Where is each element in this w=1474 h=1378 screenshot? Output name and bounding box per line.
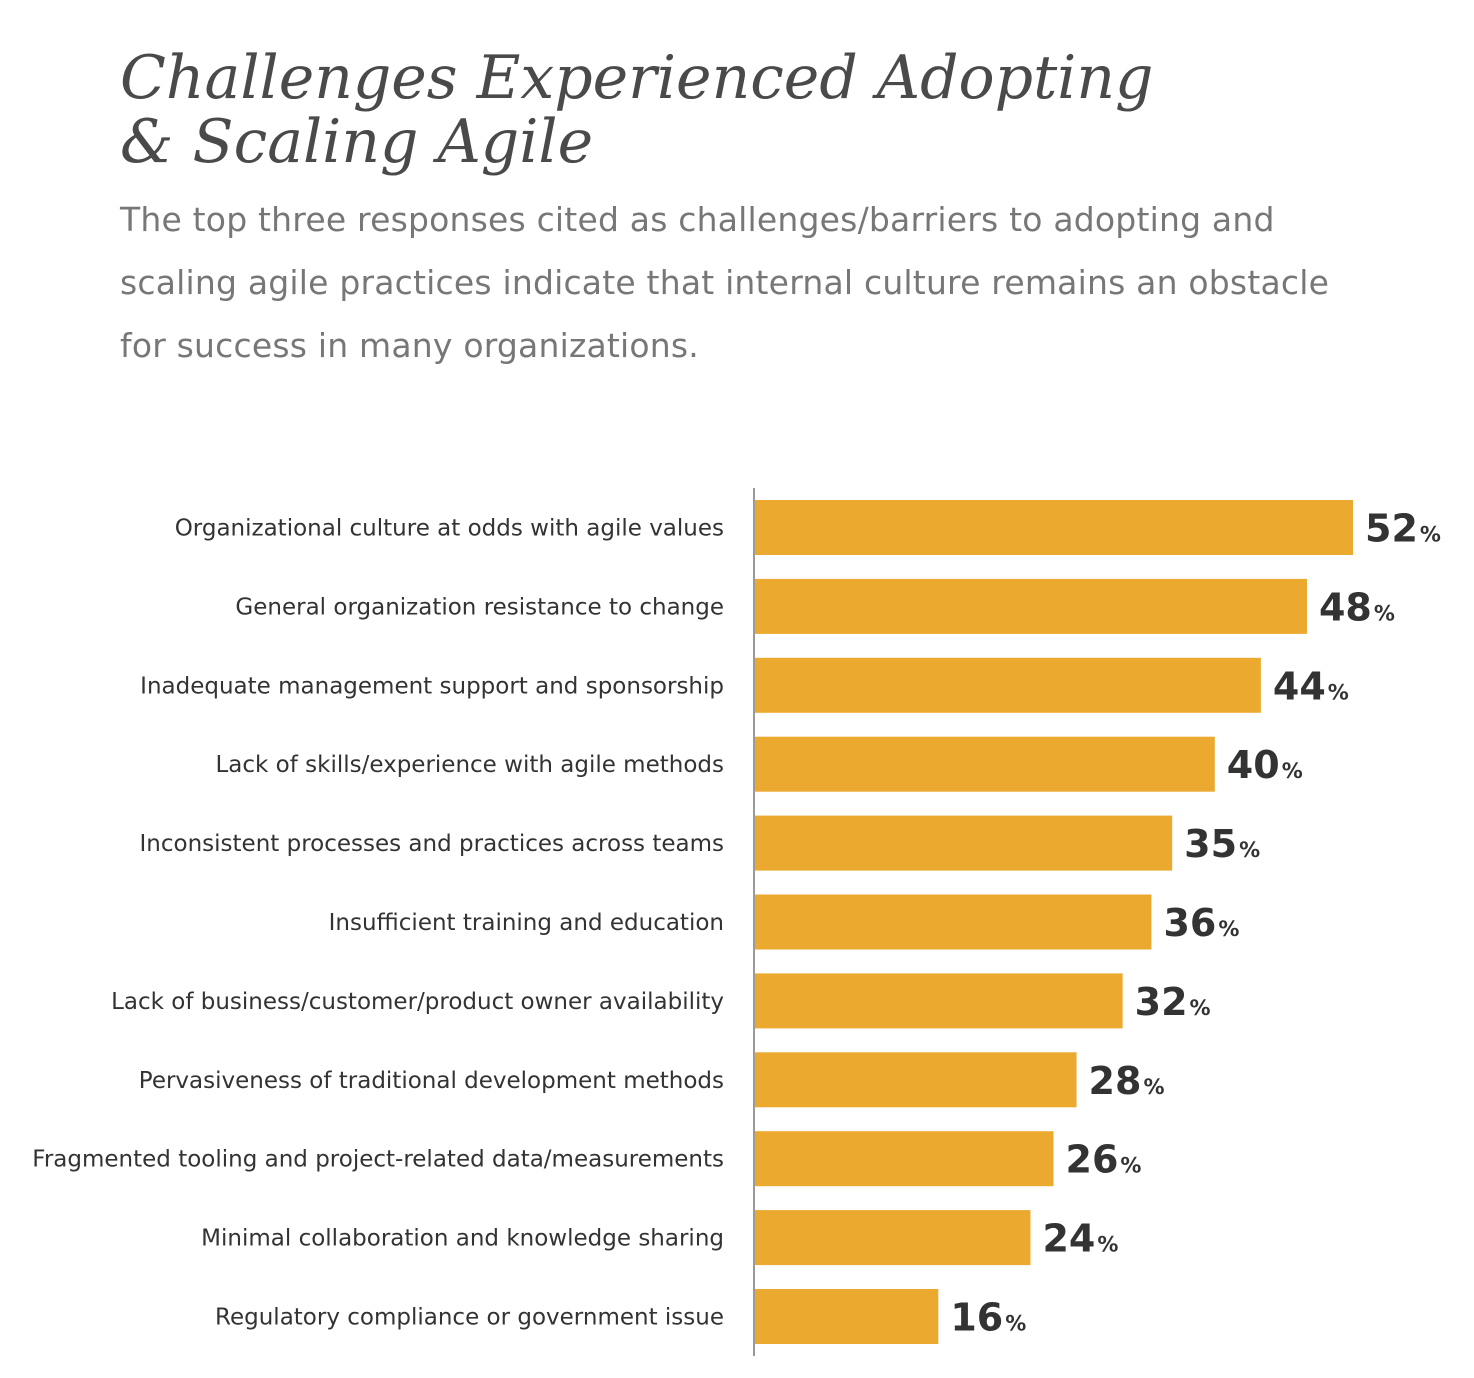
value-label: 48% (1319, 585, 1395, 629)
value-label: 32% (1135, 980, 1211, 1024)
value-unit: % (1239, 838, 1260, 862)
bar-11 (754, 1289, 939, 1344)
value-unit: % (1282, 759, 1303, 783)
value-unit: % (1097, 1233, 1118, 1257)
value-unit: % (1420, 523, 1441, 547)
value-label: 35% (1184, 822, 1260, 866)
category-label: Minimal collaboration and knowledge shar… (201, 1226, 724, 1252)
bar-6 (754, 894, 1152, 950)
value-label: 24% (1042, 1217, 1118, 1261)
value-label: 16% (950, 1296, 1026, 1340)
bar-4 (754, 736, 1215, 792)
bar-3 (754, 657, 1261, 713)
value-label: 28% (1089, 1059, 1165, 1103)
category-label: Regulatory compliance or government issu… (215, 1305, 724, 1331)
category-label: Lack of skills/experience with agile met… (215, 752, 724, 778)
value-unit: % (1120, 1154, 1141, 1178)
bar-10 (754, 1210, 1031, 1266)
value-label: 52% (1365, 507, 1441, 551)
chart-subtitle: The top three responses cited as challen… (120, 200, 1330, 365)
value-unit: % (1143, 1075, 1164, 1099)
category-label: Insufficient training and education (329, 910, 724, 936)
chart-title: Challenges Experienced Adopting & Scalin… (120, 43, 1154, 177)
category-label: Lack of business/customer/product owner … (111, 989, 724, 1015)
value-label: 26% (1066, 1138, 1142, 1182)
bar-chart: Organizational culture at odds with agil… (32, 488, 1441, 1356)
value-label: 40% (1227, 743, 1303, 787)
value-label: 44% (1273, 664, 1349, 708)
category-label: Pervasiveness of traditional development… (139, 1068, 724, 1094)
value-label: 36% (1163, 901, 1239, 945)
bar-5 (754, 815, 1173, 871)
category-label: Fragmented tooling and project-related d… (32, 1147, 724, 1173)
bar-2 (754, 578, 1307, 634)
bar-9 (754, 1131, 1054, 1187)
category-label: Inadequate management support and sponso… (140, 673, 724, 699)
category-label: Inconsistent processes and practices acr… (140, 831, 724, 857)
category-label: Organizational culture at odds with agil… (175, 516, 724, 542)
value-unit: % (1328, 680, 1349, 704)
value-unit: % (1218, 917, 1239, 941)
value-unit: % (1190, 996, 1211, 1020)
bar-7 (754, 973, 1123, 1029)
category-label: General organization resistance to chang… (235, 594, 724, 620)
value-unit: % (1374, 601, 1395, 625)
value-unit: % (1005, 1312, 1026, 1336)
bar-1 (754, 500, 1354, 555)
bar-8 (754, 1052, 1077, 1108)
